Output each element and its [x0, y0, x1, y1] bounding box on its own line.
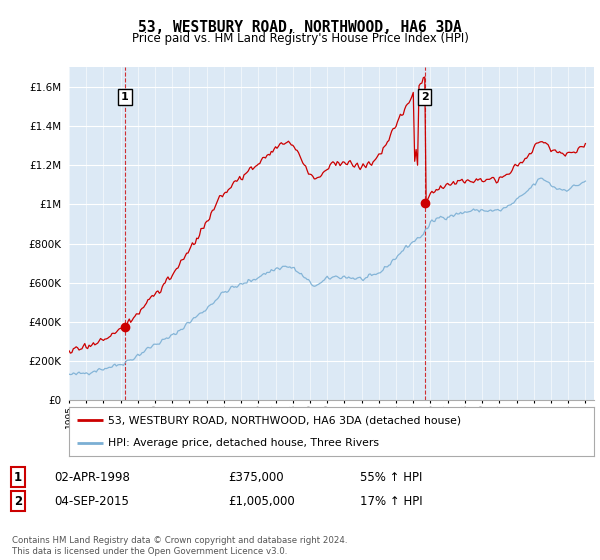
Text: Price paid vs. HM Land Registry's House Price Index (HPI): Price paid vs. HM Land Registry's House … [131, 32, 469, 45]
Text: 17% ↑ HPI: 17% ↑ HPI [360, 494, 422, 508]
Text: 1: 1 [14, 470, 22, 484]
Text: 53, WESTBURY ROAD, NORTHWOOD, HA6 3DA: 53, WESTBURY ROAD, NORTHWOOD, HA6 3DA [138, 20, 462, 35]
Text: 53, WESTBURY ROAD, NORTHWOOD, HA6 3DA (detached house): 53, WESTBURY ROAD, NORTHWOOD, HA6 3DA (d… [109, 416, 461, 426]
Text: 2: 2 [421, 92, 428, 102]
Text: 2: 2 [14, 494, 22, 508]
Text: 1: 1 [121, 92, 129, 102]
Text: HPI: Average price, detached house, Three Rivers: HPI: Average price, detached house, Thre… [109, 438, 379, 448]
Text: £375,000: £375,000 [228, 470, 284, 484]
Text: 04-SEP-2015: 04-SEP-2015 [54, 494, 129, 508]
Text: 55% ↑ HPI: 55% ↑ HPI [360, 470, 422, 484]
Text: 02-APR-1998: 02-APR-1998 [54, 470, 130, 484]
Text: Contains HM Land Registry data © Crown copyright and database right 2024.
This d: Contains HM Land Registry data © Crown c… [12, 536, 347, 556]
Text: £1,005,000: £1,005,000 [228, 494, 295, 508]
